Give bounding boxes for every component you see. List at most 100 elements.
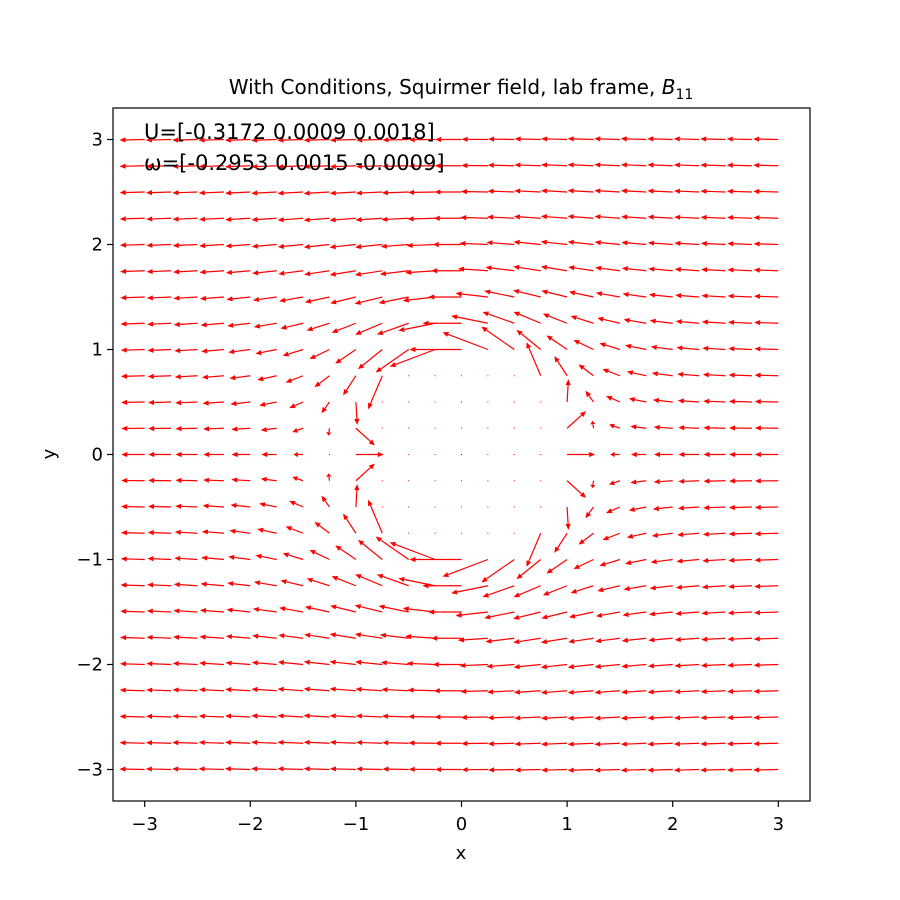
- field-arrow: [754, 372, 779, 378]
- field-arrow: [459, 240, 488, 247]
- field-arrow: [226, 296, 251, 302]
- field-arrow: [408, 454, 410, 455]
- field-arrow: [514, 162, 541, 168]
- field-arrow: [487, 214, 515, 220]
- field-arrow: [753, 293, 779, 299]
- field-arrow: [554, 532, 568, 553]
- field-arrow: [702, 531, 726, 537]
- field-arrow: [405, 269, 436, 275]
- field-arrow: [726, 741, 752, 747]
- field-arrow: [568, 611, 594, 619]
- field-arrow: [753, 714, 779, 721]
- field-arrow: [431, 268, 462, 274]
- field-arrow: [198, 687, 224, 693]
- field-arrow: [650, 558, 673, 565]
- field-arrow: [146, 634, 172, 641]
- field-arrow: [381, 427, 383, 429]
- field-arrow: [648, 292, 673, 298]
- field-arrow: [647, 689, 673, 695]
- field-arrow: [703, 451, 726, 458]
- chart-title: With Conditions, Squirmer field, lab fra…: [229, 75, 694, 103]
- field-arrow: [621, 637, 647, 643]
- field-arrow: [435, 766, 462, 773]
- field-arrow: [621, 266, 647, 272]
- field-arrow: [568, 265, 594, 272]
- field-arrow: [455, 291, 488, 298]
- y-tick-label: −1: [76, 550, 103, 571]
- field-arrow: [225, 269, 251, 275]
- field-arrow: [597, 316, 621, 324]
- field-arrow: [355, 659, 383, 666]
- x-tick-label: −3: [131, 814, 158, 835]
- field-arrow: [331, 576, 357, 587]
- field-arrow: [599, 558, 621, 567]
- field-arrow: [460, 688, 488, 694]
- field-arrow: [486, 663, 515, 669]
- field-arrow: [314, 375, 330, 388]
- field-arrow: [329, 270, 356, 277]
- field-arrow: [120, 295, 145, 301]
- field-arrow: [289, 500, 304, 508]
- field-arrow: [355, 713, 383, 719]
- field-arrow: [727, 214, 752, 221]
- field-arrow: [277, 243, 304, 249]
- field-arrow: [282, 552, 304, 561]
- field-arrow: [321, 495, 330, 508]
- field-arrow: [620, 715, 647, 721]
- field-arrow: [379, 632, 409, 639]
- field-arrow: [526, 342, 542, 376]
- field-arrow: [199, 634, 224, 640]
- field-arrow: [487, 715, 515, 721]
- field-arrow: [753, 636, 779, 642]
- field-arrow: [590, 420, 596, 429]
- field-arrow: [485, 637, 515, 644]
- field-arrow: [375, 536, 410, 560]
- field-arrow: [542, 585, 568, 596]
- field-arrow: [228, 348, 251, 355]
- field-arrow: [408, 427, 410, 429]
- field-arrow: [434, 375, 436, 377]
- field-arrow: [728, 398, 752, 405]
- field-arrow: [434, 714, 462, 720]
- field-arrow: [225, 634, 251, 640]
- field-arrow: [540, 689, 568, 695]
- field-arrow: [303, 243, 330, 250]
- field-arrow: [621, 689, 647, 695]
- field-arrow: [567, 214, 594, 220]
- field-arrow: [119, 687, 145, 693]
- field-arrow: [146, 608, 172, 614]
- field-arrow: [482, 311, 515, 324]
- field-arrow: [628, 397, 647, 403]
- field-arrow: [754, 557, 779, 563]
- field-arrow: [199, 269, 224, 275]
- field-arrow: [231, 477, 251, 483]
- field-arrow: [674, 240, 700, 246]
- field-arrow: [174, 374, 198, 380]
- field-arrow: [147, 347, 172, 353]
- field-arrow: [567, 689, 594, 695]
- field-arrow: [172, 766, 198, 772]
- field-arrow: [599, 342, 621, 351]
- field-arrow: [119, 740, 145, 746]
- field-arrow: [201, 529, 224, 535]
- field-arrow: [343, 513, 357, 534]
- field-arrow: [146, 661, 172, 667]
- field-arrow: [460, 714, 488, 720]
- field-arrow: [753, 162, 779, 168]
- y-tick-label: 1: [92, 340, 103, 361]
- field-arrow: [119, 242, 145, 248]
- field-arrow: [727, 610, 752, 616]
- field-arrow: [280, 579, 304, 587]
- field-arrow: [257, 375, 277, 382]
- field-arrow: [289, 401, 304, 409]
- field-arrow: [277, 660, 304, 666]
- field-arrow: [381, 401, 383, 403]
- field-arrow: [673, 715, 700, 721]
- field-arrow: [674, 663, 700, 669]
- field-arrow: [540, 188, 568, 194]
- field-arrow: [408, 163, 436, 169]
- field-arrow: [540, 663, 568, 670]
- field-arrow: [701, 610, 726, 616]
- field-arrow: [355, 427, 375, 446]
- field-arrow: [306, 577, 330, 587]
